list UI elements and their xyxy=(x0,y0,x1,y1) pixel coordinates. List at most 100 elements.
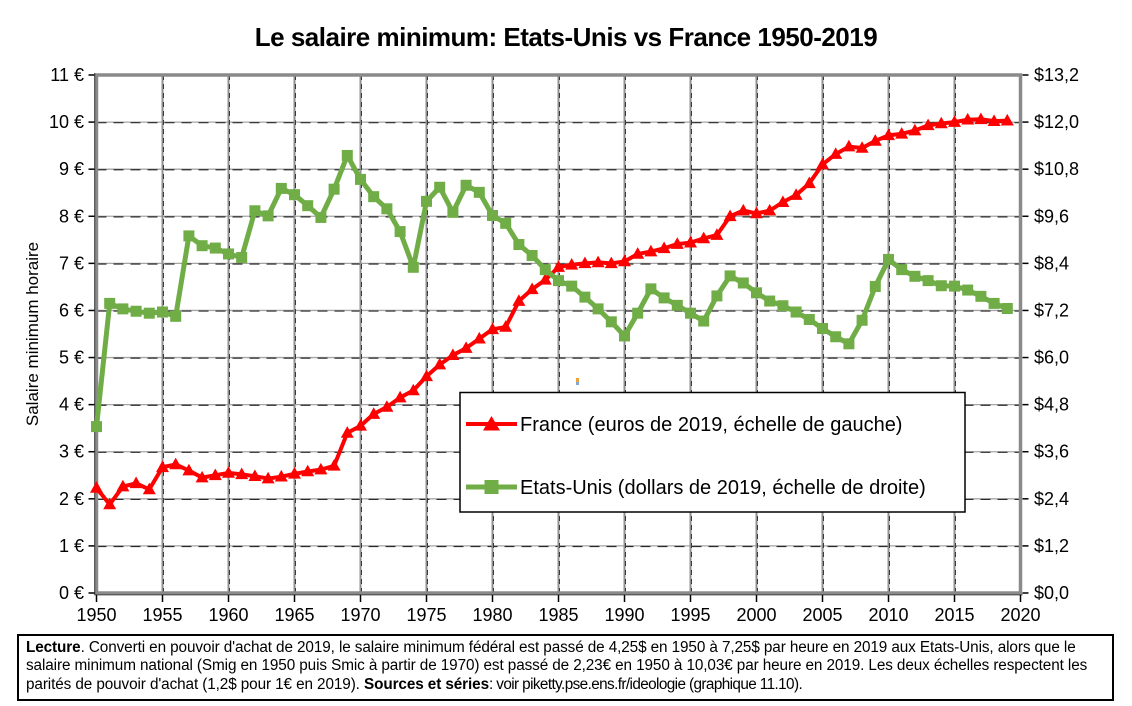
x-axis-tick-label: 1985 xyxy=(538,605,578,625)
france-marker-triangle xyxy=(829,147,843,159)
left-axis-tick-label: 9 € xyxy=(59,159,84,179)
x-axis-tick-label: 1950 xyxy=(76,605,116,625)
us-marker-square xyxy=(381,203,393,215)
us-marker-square xyxy=(209,242,221,254)
france-marker-triangle xyxy=(802,176,816,189)
legend-us-label: Etats-Unis (dollars de 2019, échelle de … xyxy=(520,477,926,499)
right-axis-tick-label: $0,0 xyxy=(1034,583,1069,603)
x-axis-tick-label: 1965 xyxy=(274,605,314,625)
france-marker-triangle xyxy=(697,231,711,244)
us-marker-square xyxy=(262,210,274,222)
us-marker-square xyxy=(711,290,723,302)
legend-france-triangle-icon xyxy=(483,416,500,431)
france-marker-triangle xyxy=(499,320,513,332)
us-marker-square xyxy=(579,291,591,303)
france-marker-triangle xyxy=(274,469,288,482)
france-marker-triangle xyxy=(538,273,552,285)
left-axis-tick-label: 3 € xyxy=(59,442,84,462)
legend-france-label: France (euros de 2019, échelle de gauche… xyxy=(520,414,902,436)
us-marker-square xyxy=(539,264,551,276)
us-marker-square xyxy=(658,292,670,304)
us-marker-square xyxy=(275,182,287,194)
plot-frame xyxy=(94,73,1023,595)
france-marker-triangle xyxy=(855,141,869,153)
france-marker-triangle xyxy=(921,118,935,131)
france-marker-triangle xyxy=(591,255,605,268)
us-marker-square xyxy=(249,205,261,217)
us-marker-square xyxy=(341,149,353,161)
france-marker-triangle xyxy=(301,464,315,477)
caption-sources-text: : voir piketty.pse.ens.fr/ideologie (gra… xyxy=(488,675,803,693)
us-marker-square xyxy=(764,295,776,307)
france-marker-triangle xyxy=(816,157,829,170)
france-marker-triangle xyxy=(657,241,671,254)
y-axis-title: Salaire minimum horaire xyxy=(23,242,42,426)
france-marker-triangle xyxy=(895,127,909,139)
us-series-line xyxy=(94,152,1010,430)
france-marker-triangle xyxy=(472,331,486,344)
right-axis-tick-label: $6,0 xyxy=(1034,348,1069,368)
us-marker-square xyxy=(355,173,366,185)
us-marker-square xyxy=(949,280,960,292)
us-marker-square xyxy=(883,253,894,265)
x-axis-tick-label: 2015 xyxy=(934,605,974,625)
france-marker-triangle xyxy=(552,260,565,272)
us-marker-square xyxy=(671,299,683,311)
chart-title: Le salaire minimum: Etats-Unis vs France… xyxy=(254,22,878,52)
france-marker-triangle xyxy=(235,467,249,480)
us-marker-square xyxy=(751,287,762,299)
right-axis-tick-label: $4,8 xyxy=(1034,395,1069,415)
legend-us-square-icon xyxy=(484,480,499,494)
stray-pixel-artifact xyxy=(576,378,579,385)
left-axis-tick-label: 2 € xyxy=(59,489,84,509)
france-marker-triangle xyxy=(974,112,988,125)
france-marker-triangle xyxy=(261,471,275,484)
left-axis-tick-label: 0 € xyxy=(59,583,84,603)
france-marker-triangle xyxy=(525,282,539,295)
france-marker-triangle xyxy=(868,134,882,146)
caption-lecture-text: . Converti en pouvoir d'achat de 2019, l… xyxy=(26,639,1088,693)
x-axis-tick-label: 1955 xyxy=(142,605,182,625)
france-marker-triangle xyxy=(103,497,117,510)
left-axis-tick-label: 5 € xyxy=(59,348,84,368)
france-marker-triangle xyxy=(420,369,433,382)
us-marker-square xyxy=(223,248,234,260)
us-marker-square xyxy=(157,306,168,318)
france-marker-triangle xyxy=(842,139,856,152)
left-axis-tick-label: 8 € xyxy=(59,206,84,226)
us-marker-square xyxy=(236,251,248,263)
right-axis-tick-label: $13,2 xyxy=(1034,65,1079,85)
left-axis-tick-label: 7 € xyxy=(59,253,84,273)
france-marker-triangle xyxy=(1000,113,1014,126)
france-marker-triangle xyxy=(684,235,697,248)
us-marker-square xyxy=(935,280,947,292)
france-marker-triangle xyxy=(393,390,407,403)
us-marker-square xyxy=(698,315,710,327)
us-marker-square xyxy=(803,313,815,325)
us-marker-square xyxy=(394,226,406,238)
legend-box xyxy=(459,391,966,513)
france-marker-triangle xyxy=(182,463,196,476)
france-marker-triangle xyxy=(195,470,209,483)
us-marker-square xyxy=(289,189,300,201)
us-marker-square xyxy=(909,270,921,282)
france-marker-triangle xyxy=(882,128,895,141)
us-marker-square xyxy=(856,314,868,326)
us-marker-square xyxy=(117,303,129,315)
us-marker-square xyxy=(91,421,102,433)
us-marker-square xyxy=(896,264,908,276)
france-marker-triangle xyxy=(723,209,737,222)
us-marker-square xyxy=(685,307,696,319)
x-axis-tick-label: 1995 xyxy=(670,605,710,625)
us-marker-square xyxy=(619,330,630,342)
right-axis-tick-label: $3,6 xyxy=(1034,442,1069,462)
x-axis-tick-label: 1960 xyxy=(208,605,248,625)
right-axis-tick-label: $7,2 xyxy=(1034,300,1069,320)
chart-plot-area: 0 € 1 € 2 € 3 € 4 € 5 € 6 € 7 € 8 € 9 € 10 € 11 € $0… xyxy=(23,65,1079,625)
us-marker-square xyxy=(632,307,644,319)
left-axis-tick-label: 10 € xyxy=(49,112,84,132)
us-marker-square xyxy=(104,297,116,309)
us-marker-square xyxy=(975,290,987,302)
us-marker-square xyxy=(1001,302,1013,314)
left-axis-tick-label: 4 € xyxy=(59,395,84,415)
